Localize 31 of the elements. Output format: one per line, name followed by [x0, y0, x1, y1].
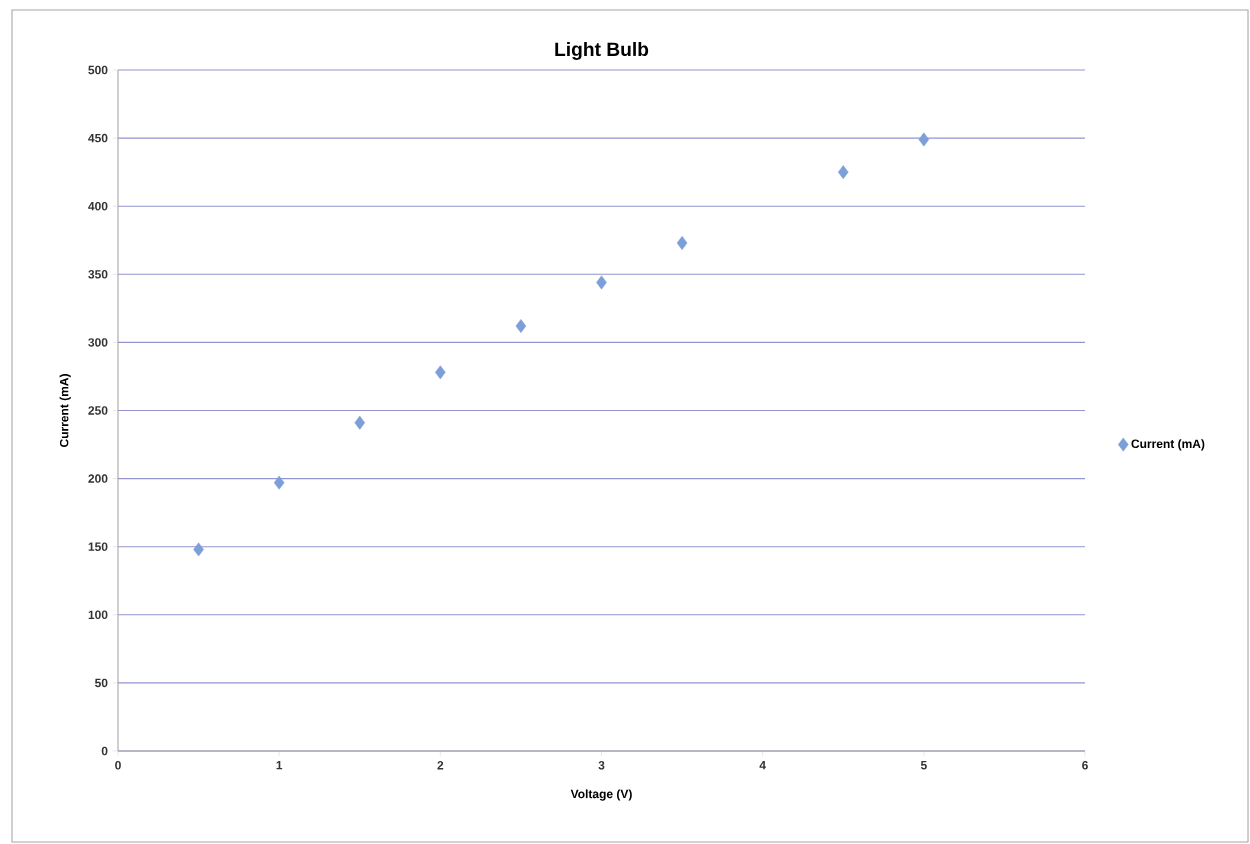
point — [596, 275, 607, 290]
y-tick-label: 300 — [88, 338, 108, 347]
y-axis-title: Current (mA) — [59, 374, 71, 447]
y-tick-label: 100 — [88, 610, 108, 620]
y-tick-label: 0 — [101, 746, 108, 756]
y-tick-label: 350 — [88, 270, 108, 279]
y-tick-label: 500 — [88, 65, 108, 75]
x-tick-label: 6 — [1082, 761, 1088, 770]
point — [193, 542, 204, 557]
x-tick-label: 0 — [115, 761, 121, 770]
y-tick-label: 150 — [88, 542, 108, 551]
point — [837, 165, 849, 180]
y-tick-label: 400 — [88, 201, 108, 211]
point — [676, 236, 688, 250]
x-axis-title: Voltage (V) — [570, 789, 632, 801]
point — [354, 415, 366, 430]
y-tick-label: 450 — [88, 133, 108, 143]
x-tick-label: 2 — [437, 761, 444, 770]
y-tick-label: 200 — [88, 474, 108, 483]
point — [435, 365, 446, 380]
point — [273, 475, 285, 490]
y-tick-label: 250 — [88, 406, 108, 415]
x-tick-label: 5 — [920, 761, 927, 770]
x-tick-label: 3 — [598, 761, 605, 770]
point — [515, 319, 527, 333]
x-tick-label: 4 — [759, 761, 766, 770]
point — [918, 132, 930, 147]
x-tick-label: 1 — [276, 761, 283, 770]
chart-title: Light Bulb — [555, 41, 649, 60]
legend-label: Current (mA) — [1131, 439, 1205, 451]
y-tick-label: 50 — [94, 678, 108, 688]
